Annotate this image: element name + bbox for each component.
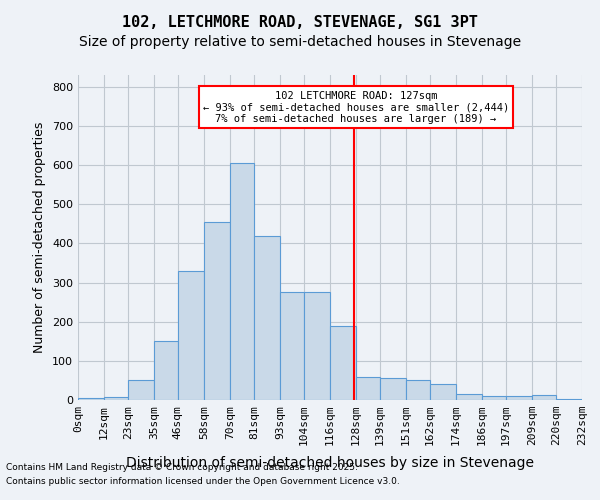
Bar <box>128 380 154 400</box>
Text: Size of property relative to semi-detached houses in Stevenage: Size of property relative to semi-detach… <box>79 35 521 49</box>
Bar <box>532 396 556 400</box>
X-axis label: Distribution of semi-detached houses by size in Stevenage: Distribution of semi-detached houses by … <box>126 456 534 470</box>
Bar <box>430 384 456 400</box>
Bar <box>330 326 356 400</box>
Bar <box>304 292 330 400</box>
Bar <box>230 163 254 400</box>
Bar <box>254 236 280 400</box>
Text: 102, LETCHMORE ROAD, STEVENAGE, SG1 3PT: 102, LETCHMORE ROAD, STEVENAGE, SG1 3PT <box>122 15 478 30</box>
Bar <box>280 292 304 400</box>
Bar <box>154 342 178 400</box>
Bar <box>556 399 582 400</box>
Bar <box>380 378 406 400</box>
Bar <box>104 397 128 400</box>
Bar <box>204 222 230 400</box>
Y-axis label: Number of semi-detached properties: Number of semi-detached properties <box>34 122 46 353</box>
Bar <box>482 396 506 400</box>
Text: 102 LETCHMORE ROAD: 127sqm
← 93% of semi-detached houses are smaller (2,444)
7% : 102 LETCHMORE ROAD: 127sqm ← 93% of semi… <box>203 90 509 124</box>
Bar <box>78 398 104 400</box>
Bar <box>178 271 204 400</box>
Bar <box>356 376 380 400</box>
Bar <box>406 380 430 400</box>
Text: Contains public sector information licensed under the Open Government Licence v3: Contains public sector information licen… <box>6 478 400 486</box>
Bar <box>506 396 532 400</box>
Bar <box>456 394 482 400</box>
Text: Contains HM Land Registry data © Crown copyright and database right 2025.: Contains HM Land Registry data © Crown c… <box>6 462 358 471</box>
